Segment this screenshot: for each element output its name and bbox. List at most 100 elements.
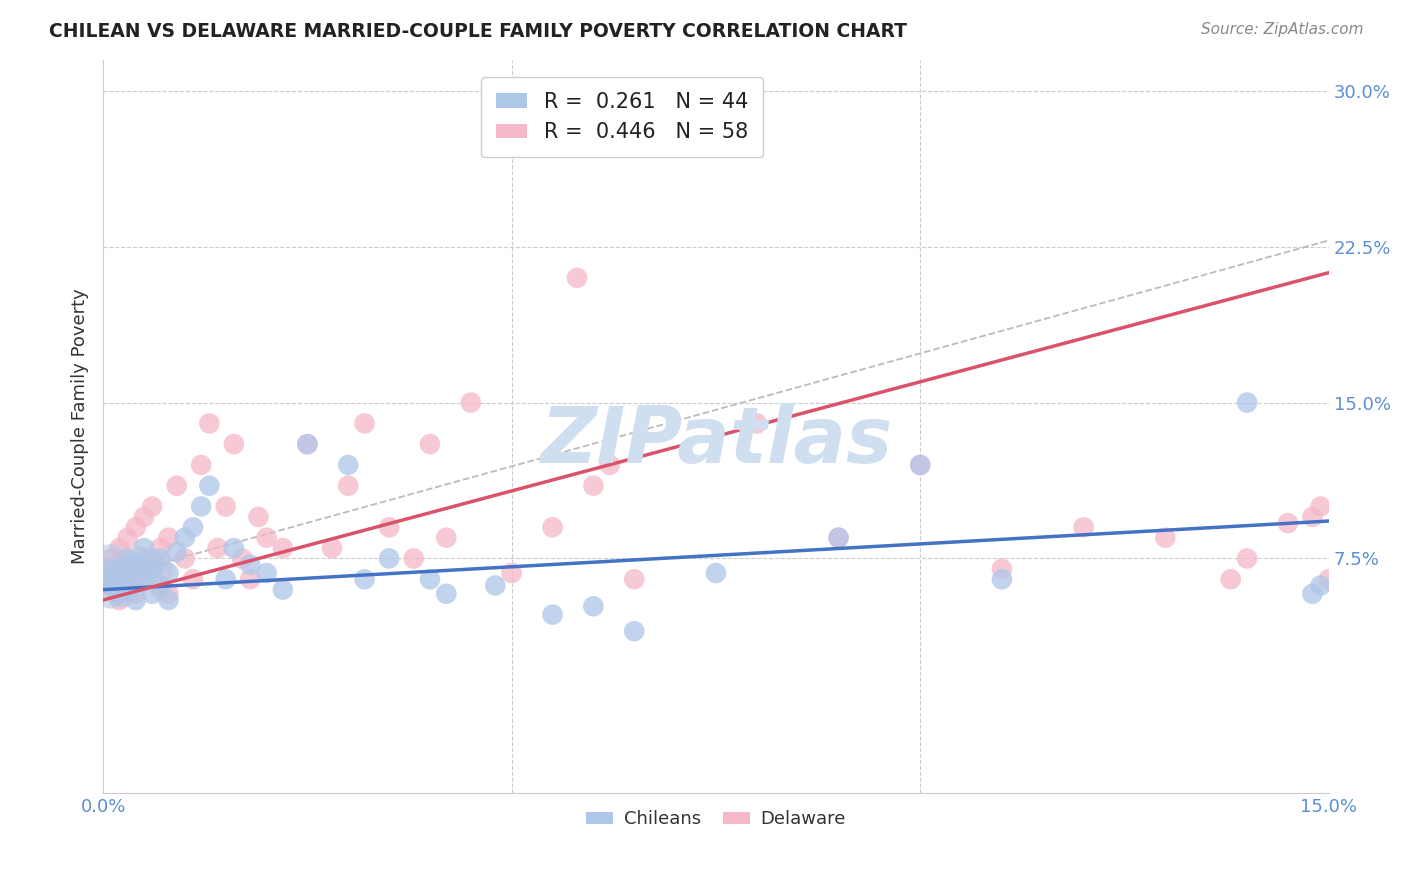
- Point: [166, 479, 188, 493]
- Point: [100, 586, 122, 600]
- Point: [146, 561, 169, 575]
- Point: [127, 554, 149, 568]
- Point: [623, 572, 645, 586]
- Point: [149, 582, 172, 597]
- Point: [108, 541, 131, 555]
- Point: [207, 541, 229, 555]
- Point: [149, 551, 172, 566]
- Point: [222, 541, 245, 555]
- Point: [402, 551, 425, 566]
- Point: [565, 270, 588, 285]
- Point: [434, 531, 457, 545]
- Point: [104, 574, 127, 589]
- Point: [100, 578, 122, 592]
- Point: [104, 572, 127, 586]
- Point: [111, 566, 134, 580]
- Point: [1154, 531, 1177, 545]
- Point: [141, 587, 163, 601]
- Point: [117, 531, 139, 545]
- Point: [222, 437, 245, 451]
- Point: [108, 587, 131, 601]
- Point: [181, 572, 204, 586]
- Point: [108, 566, 131, 580]
- Point: [231, 551, 253, 566]
- Point: [125, 587, 148, 601]
- Point: [271, 541, 294, 555]
- Point: [190, 500, 212, 514]
- Point: [419, 437, 441, 451]
- Point: [337, 458, 360, 472]
- Point: [110, 584, 132, 599]
- Point: [745, 417, 768, 431]
- Point: [256, 566, 278, 580]
- Point: [247, 509, 270, 524]
- Point: [1309, 578, 1331, 592]
- Point: [117, 551, 139, 566]
- Y-axis label: Married-Couple Family Poverty: Married-Couple Family Poverty: [72, 289, 89, 565]
- Point: [1236, 395, 1258, 409]
- Point: [132, 566, 155, 580]
- Point: [132, 572, 155, 586]
- Point: [149, 578, 172, 592]
- Point: [100, 552, 122, 566]
- Point: [173, 551, 195, 566]
- Point: [121, 562, 143, 576]
- Point: [623, 624, 645, 639]
- Point: [125, 558, 148, 572]
- Point: [157, 587, 180, 601]
- Point: [215, 572, 238, 586]
- Point: [1277, 516, 1299, 530]
- Point: [1073, 520, 1095, 534]
- Point: [132, 541, 155, 555]
- Point: [582, 599, 605, 614]
- Point: [1309, 500, 1331, 514]
- Point: [541, 607, 564, 622]
- Point: [1301, 587, 1323, 601]
- Point: [582, 479, 605, 493]
- Point: [991, 572, 1014, 586]
- Point: [173, 531, 195, 545]
- Point: [181, 520, 204, 534]
- Point: [1301, 509, 1323, 524]
- Point: [100, 578, 122, 592]
- Point: [297, 437, 319, 451]
- Point: [91, 572, 114, 586]
- Text: Source: ZipAtlas.com: Source: ZipAtlas.com: [1201, 22, 1364, 37]
- Point: [353, 572, 375, 586]
- Point: [337, 479, 360, 493]
- Point: [908, 458, 931, 472]
- Point: [419, 572, 441, 586]
- Point: [108, 593, 131, 607]
- Point: [378, 520, 401, 534]
- Point: [105, 581, 128, 595]
- Point: [157, 531, 180, 545]
- Point: [157, 566, 180, 580]
- Point: [100, 562, 122, 576]
- Point: [125, 593, 148, 607]
- Point: [198, 417, 221, 431]
- Point: [501, 566, 523, 580]
- Point: [239, 558, 262, 572]
- Point: [623, 104, 645, 119]
- Point: [91, 562, 114, 576]
- Legend: Chileans, Delaware: Chileans, Delaware: [579, 803, 853, 836]
- Point: [484, 578, 506, 592]
- Point: [141, 562, 163, 576]
- Point: [908, 458, 931, 472]
- Point: [353, 417, 375, 431]
- Point: [321, 541, 343, 555]
- Point: [141, 500, 163, 514]
- Point: [215, 500, 238, 514]
- Point: [297, 437, 319, 451]
- Point: [198, 479, 221, 493]
- Point: [1317, 572, 1340, 586]
- Point: [132, 509, 155, 524]
- Point: [149, 541, 172, 555]
- Point: [991, 562, 1014, 576]
- Point: [128, 566, 150, 580]
- Point: [125, 520, 148, 534]
- Point: [100, 551, 122, 566]
- Point: [599, 458, 621, 472]
- Point: [434, 587, 457, 601]
- Point: [117, 572, 139, 586]
